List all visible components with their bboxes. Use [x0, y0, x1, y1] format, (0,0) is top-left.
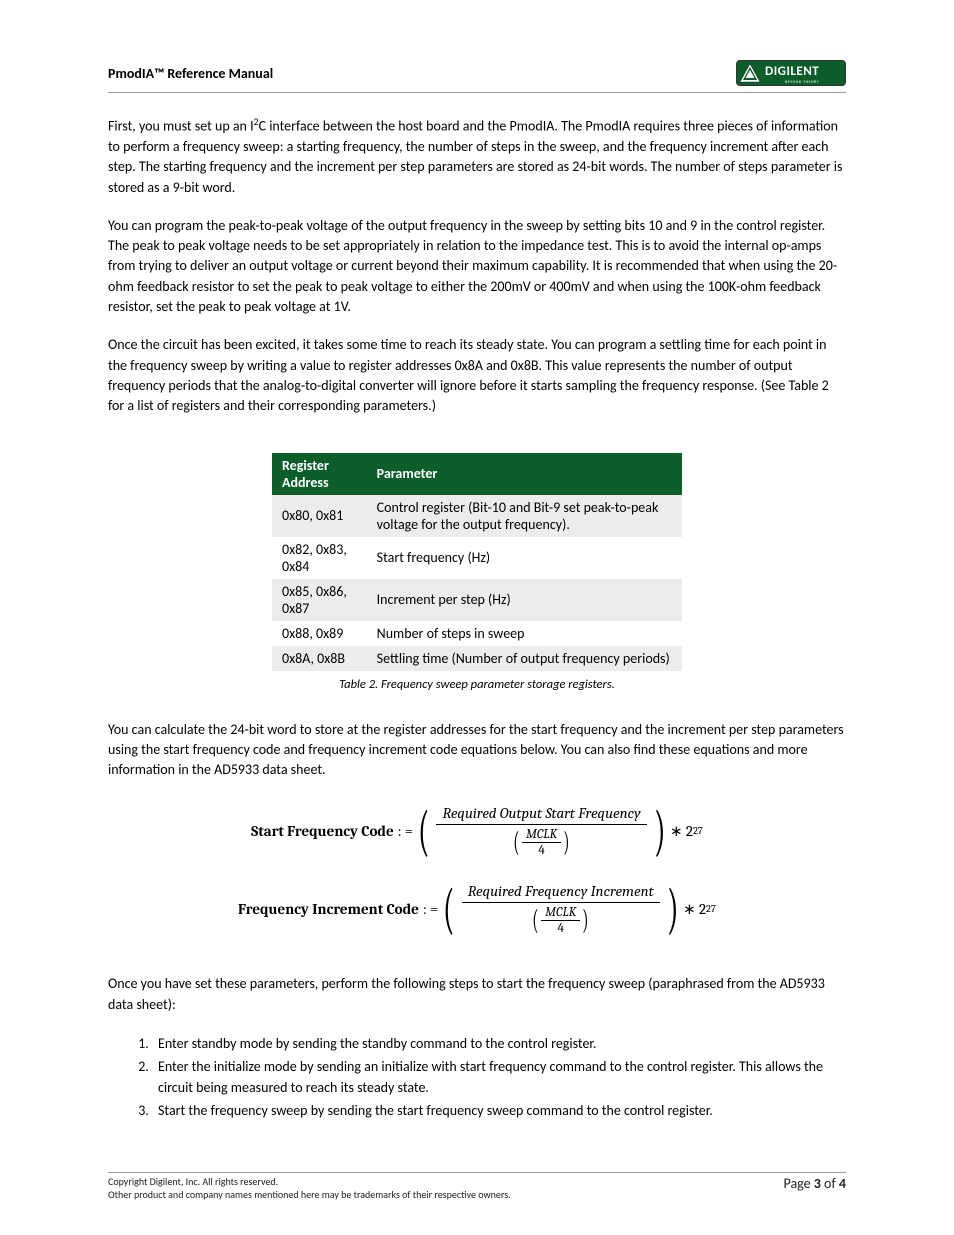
- register-table: Register Address Parameter 0x80, 0x81 Co…: [272, 453, 682, 671]
- footer-left: Copyright Digilent, Inc. All rights rese…: [108, 1175, 511, 1201]
- mclk-fraction: MCLK 4: [541, 905, 580, 936]
- cell-addr: 0x80, 0x81: [272, 495, 367, 537]
- page-of: of: [821, 1175, 839, 1192]
- mclk-den: 4: [534, 843, 548, 858]
- eq2-label: Frequency Increment Code: [238, 900, 419, 918]
- eq-exp: 27: [706, 903, 716, 915]
- equation-start-freq: Start Frequency Code : = ( Required Outpu…: [251, 804, 703, 858]
- eq2-num: Required Frequency Increment: [462, 882, 660, 903]
- eq-mult: ∗ 2: [683, 900, 706, 918]
- logo-triangle-icon: [739, 63, 761, 83]
- page-label: Page: [784, 1175, 814, 1192]
- eq1-den: ( MCLK 4 ): [505, 825, 577, 858]
- cell-addr: 0x8A, 0x8B: [272, 646, 367, 671]
- eq-colon: : =: [423, 900, 438, 918]
- equation-block: Start Frequency Code : = ( Required Outpu…: [108, 798, 846, 954]
- table-caption: Table 2. Frequency sweep parameter stora…: [108, 677, 846, 692]
- mclk-num: MCLK: [541, 905, 580, 921]
- page-footer: Copyright Digilent, Inc. All rights rese…: [108, 1172, 846, 1201]
- lparen-icon: (: [418, 809, 430, 854]
- eq2-fraction: Required Frequency Increment ( MCLK 4 ): [462, 882, 660, 936]
- list-item: Start the frequency sweep by sending the…: [152, 1100, 846, 1121]
- eq-colon: : =: [398, 822, 413, 840]
- rparen-small-icon: ): [582, 911, 588, 931]
- logo-subtext: BEYOND THEORY: [765, 80, 819, 85]
- cell-param: Increment per step (Hz): [367, 579, 682, 621]
- page-total: 4: [839, 1175, 846, 1192]
- eq-mult: ∗ 2: [670, 822, 693, 840]
- table-row: 0x85, 0x86, 0x87 Increment per step (Hz): [272, 579, 682, 621]
- table-row: 0x8A, 0x8B Settling time (Number of outp…: [272, 646, 682, 671]
- th-parameter: Parameter: [367, 453, 682, 495]
- lparen-small-icon: (: [513, 833, 519, 853]
- logo-text-wrap: DIGILENT BEYOND THEORY: [765, 61, 819, 85]
- cell-param: Start frequency (Hz): [367, 537, 682, 579]
- footer-copyright: Copyright Digilent, Inc. All rights rese…: [108, 1175, 511, 1188]
- cell-addr: 0x82, 0x83, 0x84: [272, 537, 367, 579]
- cell-param: Control register (Bit-10 and Bit-9 set p…: [367, 495, 682, 537]
- paragraph-3: Once the circuit has been excited, it ta…: [108, 335, 846, 416]
- eq1-num: Required Output Start Frequency: [436, 804, 646, 825]
- paragraph-5: Once you have set these parameters, perf…: [108, 974, 846, 1015]
- page-header: PmodIA™ Reference Manual DIGILENT BEYOND…: [108, 60, 846, 93]
- header-title: PmodIA™ Reference Manual: [108, 65, 273, 82]
- rparen-icon: ): [667, 887, 679, 932]
- paragraph-2: You can program the peak-to-peak voltage…: [108, 216, 846, 317]
- footer-trademark: Other product and company names mentione…: [108, 1188, 511, 1201]
- mclk-den: 4: [553, 921, 567, 936]
- th-address: Register Address: [272, 453, 367, 495]
- paragraph-1: First, you must set up an I2C interface …: [108, 115, 846, 198]
- cell-param: Number of steps in sweep: [367, 621, 682, 646]
- table-row: 0x82, 0x83, 0x84 Start frequency (Hz): [272, 537, 682, 579]
- eq2-den: ( MCLK 4 ): [524, 903, 596, 936]
- equation-freq-incr: Frequency Increment Code : = ( Required F…: [238, 882, 716, 936]
- eq1-fraction: Required Output Start Frequency ( MCLK 4…: [436, 804, 646, 858]
- digilent-logo: DIGILENT BEYOND THEORY: [736, 60, 846, 86]
- footer-page: Page 3 of 4: [784, 1175, 846, 1192]
- lparen-small-icon: (: [533, 911, 539, 931]
- eq-exp: 27: [693, 825, 703, 837]
- logo-text: DIGILENT: [765, 64, 819, 79]
- cell-addr: 0x85, 0x86, 0x87: [272, 579, 367, 621]
- rparen-small-icon: ): [563, 833, 569, 853]
- cell-addr: 0x88, 0x89: [272, 621, 367, 646]
- cell-param: Settling time (Number of output frequenc…: [367, 646, 682, 671]
- mclk-fraction: MCLK 4: [522, 827, 561, 858]
- table-row: 0x80, 0x81 Control register (Bit-10 and …: [272, 495, 682, 537]
- eq1-label: Start Frequency Code: [251, 822, 394, 840]
- rparen-icon: ): [653, 809, 665, 854]
- page-num: 3: [814, 1175, 821, 1192]
- p1a: First, you must set up an I: [108, 118, 254, 135]
- list-item: Enter standby mode by sending the standb…: [152, 1033, 846, 1054]
- list-item: Enter the initialize mode by sending an …: [152, 1056, 846, 1098]
- table-row: 0x88, 0x89 Number of steps in sweep: [272, 621, 682, 646]
- lparen-icon: (: [443, 887, 455, 932]
- mclk-num: MCLK: [522, 827, 561, 843]
- steps-list: Enter standby mode by sending the standb…: [152, 1033, 846, 1121]
- paragraph-4: You can calculate the 24-bit word to sto…: [108, 720, 846, 781]
- table-header-row: Register Address Parameter: [272, 453, 682, 495]
